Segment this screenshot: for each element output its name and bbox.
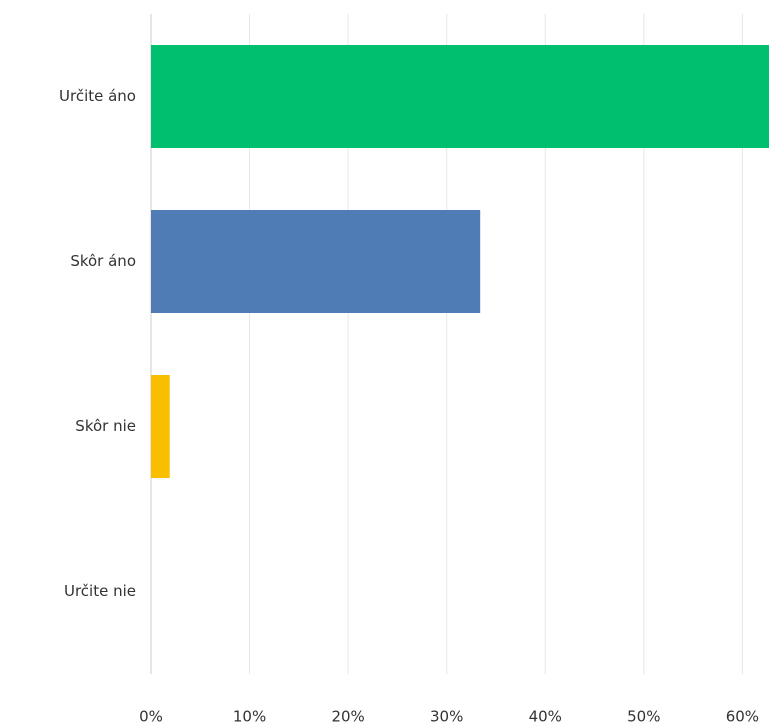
bar: [151, 210, 481, 313]
x-tick-label: 20%: [331, 708, 364, 726]
x-tick-label: 60%: [726, 708, 759, 726]
y-tick-label: Určite áno: [59, 87, 136, 105]
bar: [151, 45, 769, 148]
y-tick-label: Skôr nie: [75, 417, 136, 435]
x-tick-label: 40%: [529, 708, 562, 726]
x-tick-label: 50%: [627, 708, 660, 726]
bar: [151, 375, 170, 478]
y-tick-label: Určite nie: [64, 582, 136, 600]
x-tick-label: 30%: [430, 708, 463, 726]
x-tick-label: 0%: [139, 708, 163, 726]
y-tick-label: Skôr áno: [70, 252, 136, 270]
x-tick-label: 10%: [233, 708, 266, 726]
